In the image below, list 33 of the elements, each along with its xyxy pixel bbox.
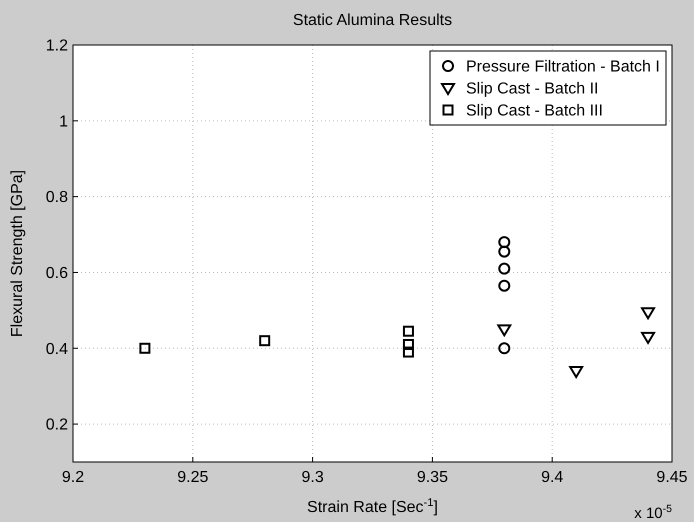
y-tick-label: 1.2 (46, 38, 68, 55)
y-tick-label: 0.2 (46, 416, 68, 434)
chart-title: Static Alumina Results (292, 12, 452, 29)
point (498, 342, 510, 354)
x-tick-label: 9.4 (541, 469, 564, 486)
y-tick-label: 0.4 (46, 340, 68, 358)
x-tick-label: 9.45 (656, 469, 688, 486)
legend-label: Pressure Filtration - Batch I (466, 58, 660, 76)
y-tick-label: 0.8 (46, 189, 68, 206)
point (402, 346, 414, 358)
point (259, 335, 270, 346)
point (139, 342, 150, 354)
x-tick-label: 9.25 (177, 469, 208, 486)
y-tick-label: 0.6 (46, 265, 68, 282)
point (402, 326, 414, 337)
point (641, 307, 656, 320)
x-tick-label: 9.3 (301, 469, 324, 486)
point (498, 236, 510, 248)
point (402, 338, 414, 350)
x-tick-label: 9.35 (416, 469, 448, 486)
point (498, 280, 510, 292)
point (497, 324, 512, 336)
y-tick-label: 1 (59, 113, 68, 130)
point (641, 332, 656, 344)
x-tick-label: 9.2 (62, 469, 84, 486)
x-axis-title: Strain Rate [Sec$^{-1}$] (307, 497, 438, 516)
point (498, 246, 510, 258)
point (569, 366, 584, 378)
point (498, 262, 510, 275)
text: x 10$^{-5}$ (634, 503, 672, 522)
legend-label: Slip Cast - Batch II (466, 80, 598, 98)
legend-label: Slip Cast - Batch III (466, 102, 603, 120)
y-axis-title: Flexural Strength [GPa] (9, 170, 26, 338)
